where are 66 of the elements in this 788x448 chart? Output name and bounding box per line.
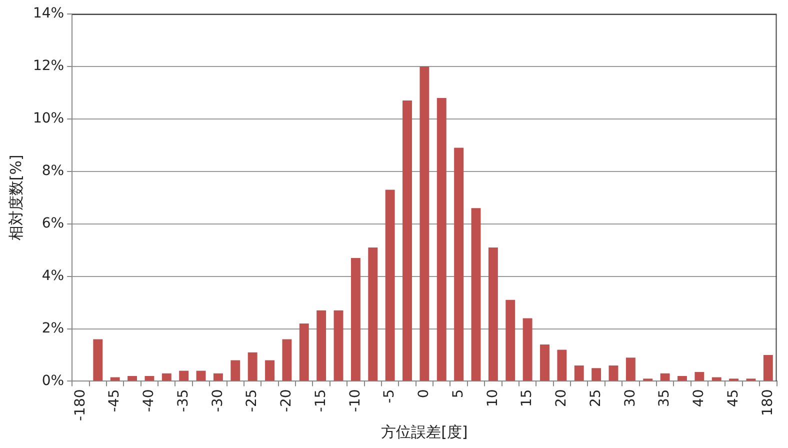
y-tick-label: 0% [42, 372, 64, 389]
bar [454, 148, 464, 381]
x-tick-label: -30 [210, 389, 226, 412]
x-tick-label: 45 [725, 389, 742, 408]
bar [368, 247, 378, 381]
x-tick-label: 35 [656, 389, 673, 408]
bar [574, 365, 584, 381]
bar [316, 310, 326, 381]
y-tick-label: 10% [32, 110, 64, 127]
x-tick-label: -20 [278, 389, 295, 412]
bar [471, 208, 481, 381]
x-tick-label: 0 [416, 389, 432, 398]
bar [540, 344, 550, 381]
x-tick-label: 20 [554, 389, 570, 408]
y-tick-label: 14% [32, 6, 64, 22]
y-tick-label: 6% [42, 215, 64, 232]
bar [488, 247, 498, 381]
x-tick-label: 180 [760, 389, 776, 416]
x-tick-label: -15 [312, 389, 329, 412]
bar [265, 360, 274, 381]
x-tick-label: -25 [244, 389, 260, 412]
x-tick-label: 30 [622, 389, 638, 408]
bar [694, 372, 704, 381]
x-tick-label: 10 [484, 389, 501, 408]
y-tick-label: 12% [32, 58, 64, 74]
bar [282, 339, 292, 381]
x-axis-title: 方位誤差[度] [381, 422, 468, 441]
bar [678, 376, 687, 381]
bar [626, 358, 636, 381]
x-tick-label: -10 [347, 389, 364, 412]
y-axis-title: 相対度数[%] [6, 154, 25, 241]
bar [128, 376, 137, 381]
bar [402, 100, 412, 381]
x-tick-label: -45 [106, 389, 123, 412]
x-tick-label: -180 [72, 389, 88, 422]
x-tick-label: -40 [141, 389, 158, 412]
y-tick-label: 2% [42, 320, 64, 336]
x-tick-label: 40 [691, 389, 708, 408]
bar [179, 370, 189, 381]
bar [763, 354, 773, 381]
y-tick-label: 4% [42, 268, 64, 284]
bar [436, 98, 446, 381]
bar [522, 318, 532, 381]
bar [557, 350, 567, 381]
bar [144, 376, 154, 381]
bar [213, 373, 223, 381]
bar [93, 339, 103, 381]
bar [592, 368, 602, 381]
bar [299, 324, 309, 381]
x-tick-label: 25 [588, 389, 604, 408]
x-tick-label: 15 [519, 389, 536, 408]
bar [162, 373, 172, 381]
y-tick-label: 8% [42, 163, 64, 180]
x-tick-label: -35 [175, 389, 192, 412]
bar [248, 352, 258, 381]
bar [196, 370, 206, 381]
x-tick-label: 5 [450, 389, 466, 398]
bar [660, 373, 670, 381]
bar [385, 190, 395, 381]
bar [506, 300, 516, 381]
bar [350, 258, 360, 381]
bar [334, 310, 344, 381]
bar [230, 360, 240, 381]
x-tick-label: -5 [382, 389, 398, 404]
bar [608, 365, 618, 381]
bar [420, 66, 430, 381]
